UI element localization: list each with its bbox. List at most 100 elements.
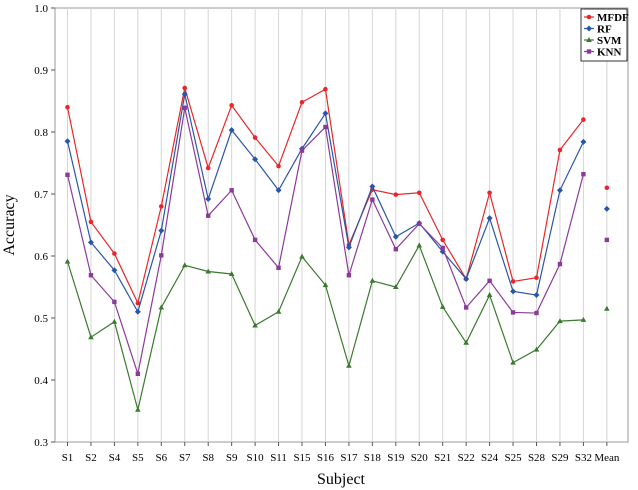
data-point-svm (416, 242, 423, 248)
data-point-rf (603, 205, 610, 212)
data-point-knn (417, 221, 422, 226)
data-point-knn (135, 371, 141, 376)
legend-marker-knn (586, 49, 592, 54)
data-point-mfdf (276, 163, 281, 169)
data-point-knn (510, 310, 516, 315)
data-point-svm (275, 308, 282, 314)
data-point-rf (111, 267, 118, 274)
data-point-svm (604, 305, 610, 311)
data-point-rf (181, 91, 188, 98)
x-tick-label: S29 (551, 452, 569, 464)
data-point-rf (64, 138, 71, 145)
data-point-rf (275, 187, 282, 194)
x-tick-label: S8 (202, 452, 214, 464)
x-axis-title: Subject (317, 471, 366, 488)
x-tick-label: S7 (179, 452, 191, 464)
data-point-svm (369, 277, 376, 283)
data-point-knn (346, 273, 352, 278)
data-point-rf (252, 156, 259, 163)
data-point-svm (252, 322, 258, 328)
data-point-mfdf (440, 237, 446, 243)
data-point-mfdf (205, 165, 211, 171)
data-point-svm (64, 258, 71, 264)
data-point-mfdf (182, 85, 188, 91)
data-point-knn (557, 261, 563, 267)
x-tick-label: S24 (481, 452, 499, 464)
y-tick-label: 0.6 (34, 251, 48, 263)
data-point-svm (463, 339, 469, 345)
legend-label-mfdf: MFDF (597, 12, 629, 24)
data-point-mfdf (604, 185, 610, 191)
data-point-knn (159, 253, 164, 258)
x-tick-label: S25 (504, 452, 522, 464)
data-point-mfdf (487, 190, 492, 196)
data-point-svm (557, 318, 563, 324)
x-tick-label: S20 (411, 452, 429, 464)
x-tick-label: Mean (594, 452, 620, 464)
x-tick-label: S9 (226, 452, 238, 464)
data-point-rf (510, 288, 517, 295)
data-point-svm (439, 303, 446, 309)
x-tick-label: S22 (458, 452, 475, 464)
x-tick-label: S18 (364, 452, 382, 464)
data-point-svm (580, 316, 587, 322)
data-point-mfdf (159, 204, 164, 209)
data-point-svm (486, 292, 493, 298)
y-tick-label: 1.0 (34, 3, 48, 15)
x-tick-label: S4 (109, 452, 121, 464)
data-point-knn (581, 171, 586, 177)
y-tick-label: 0.7 (34, 189, 48, 201)
data-point-svm (322, 282, 329, 288)
x-tick-label: S16 (317, 452, 335, 464)
legend-marker-mfdf (586, 14, 592, 20)
x-tick-label: S32 (575, 452, 592, 464)
data-point-knn (604, 237, 610, 243)
data-point-rf (556, 187, 563, 194)
data-point-svm (510, 359, 516, 365)
data-point-mfdf (416, 190, 422, 196)
legend-label-knn: KNN (597, 47, 622, 59)
x-tick-label: S11 (270, 452, 287, 464)
series-layer (64, 85, 610, 412)
x-tick-label: S1 (62, 452, 74, 464)
data-point-svm (181, 262, 188, 268)
data-point-mfdf (323, 86, 328, 92)
legend-marker-svm (586, 37, 592, 42)
data-point-rf (486, 215, 493, 222)
legend-label-rf: RF (597, 24, 612, 36)
y-tick-label: 0.5 (34, 313, 48, 325)
y-tick-label: 0.9 (34, 65, 48, 77)
x-tick-label: S21 (434, 452, 451, 464)
data-point-knn (88, 273, 94, 278)
x-tick-label: S17 (340, 452, 358, 464)
data-point-svm (346, 362, 352, 368)
data-point-knn (112, 299, 117, 305)
data-point-rf (369, 183, 376, 190)
series-svm (64, 242, 610, 412)
x-tick-label: S10 (247, 452, 265, 464)
y-axis-title: Accuracy (1, 194, 18, 255)
data-point-knn (370, 197, 375, 202)
data-point-knn (440, 245, 445, 251)
data-point-knn (463, 305, 469, 310)
data-point-mfdf (88, 219, 94, 225)
data-point-mfdf (112, 251, 117, 256)
data-point-svm (111, 318, 118, 324)
data-point-knn (393, 246, 398, 252)
data-point-svm (299, 253, 305, 259)
data-point-mfdf (510, 279, 516, 284)
legend-label-svm: SVM (597, 35, 622, 47)
data-point-mfdf (534, 275, 539, 281)
data-point-rf (580, 138, 587, 145)
data-point-mfdf (135, 300, 141, 306)
data-point-svm (135, 406, 141, 412)
x-tick-label: S6 (155, 452, 167, 464)
data-point-knn (323, 124, 328, 130)
data-point-rf (228, 127, 235, 134)
x-tick-label: S5 (132, 452, 144, 464)
data-point-mfdf (581, 117, 586, 122)
x-axis-ticks: S1 S2 S4 S5 S6 S7 S8 S9 S10 S11 S15 S16 S17 S18 S19 S20… (62, 442, 620, 464)
data-point-svm (88, 334, 94, 340)
